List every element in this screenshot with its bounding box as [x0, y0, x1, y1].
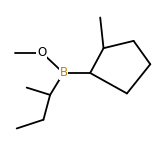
- Text: B: B: [59, 66, 67, 80]
- Text: O: O: [37, 46, 46, 59]
